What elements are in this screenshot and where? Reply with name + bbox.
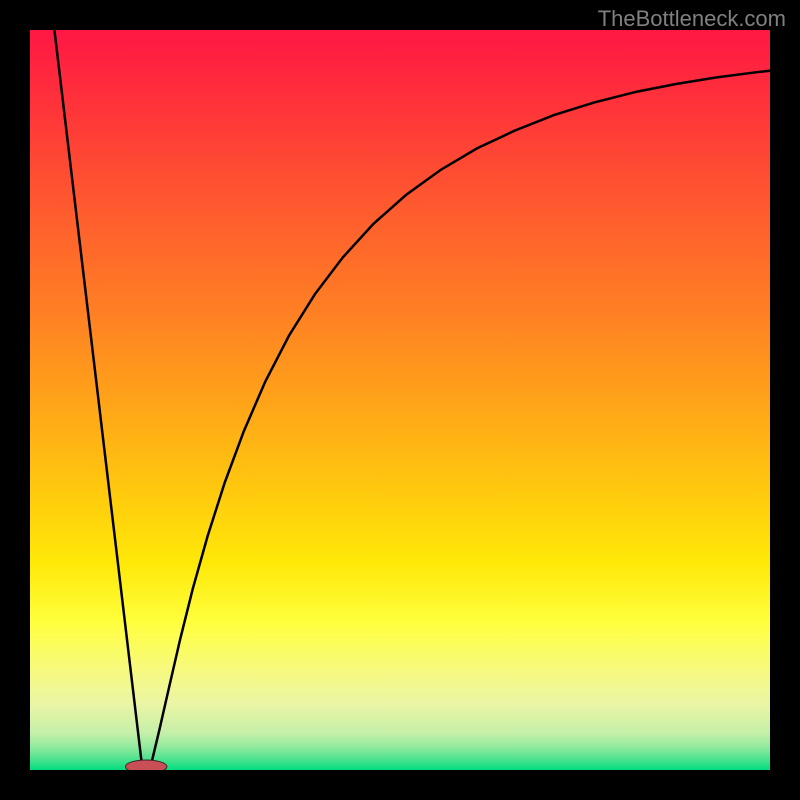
watermark-text: TheBottleneck.com: [598, 6, 786, 32]
bottleneck-chart: [30, 30, 770, 770]
plot-area: [30, 30, 770, 770]
optimal-marker: [125, 760, 166, 770]
gradient-background: [30, 30, 770, 770]
chart-container: TheBottleneck.com: [0, 0, 800, 800]
